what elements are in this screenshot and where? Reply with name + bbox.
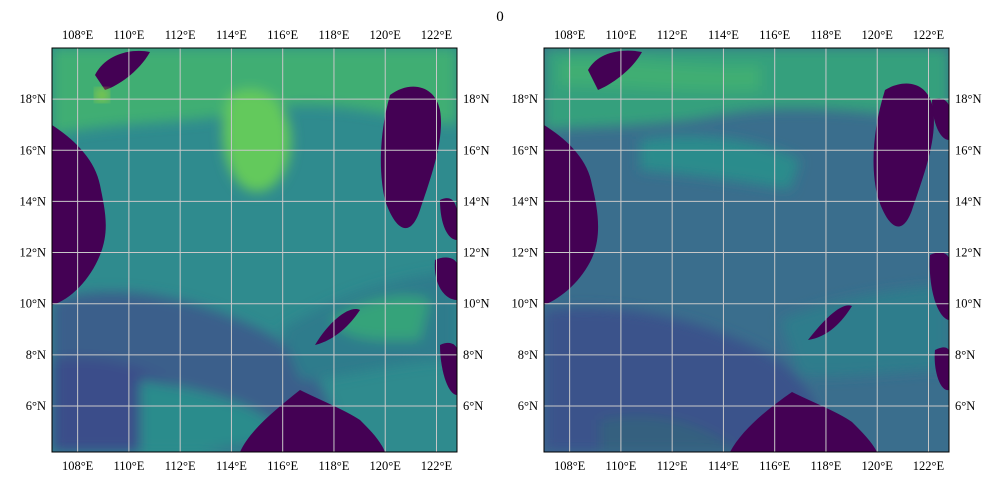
x-tick-label-bottom: 108°E [554,459,586,473]
x-tick-label-bottom: 110°E [113,459,144,473]
y-tick-label-left: 6°N [26,399,46,413]
y-tick-label-left: 18°N [511,92,538,106]
y-tick-label-left: 8°N [518,348,538,362]
tick-labels-right: 108°E 108°E 110°E 110°E 112°E 112°E 114°E 114°E… [511,28,981,473]
x-tick-label-bottom: 118°E [319,459,350,473]
x-tick-label-bottom: 114°E [216,459,247,473]
x-tick-label-bottom: 118°E [811,459,842,473]
y-tick-label-right: 8°N [955,348,975,362]
y-tick-label-right: 10°N [955,297,982,311]
y-tick-label-left: 6°N [518,399,538,413]
y-tick-label-right: 12°N [463,246,490,260]
map-field-left [52,48,457,452]
map-panel-left: 108°E 108°E 110°E 110°E 112°E 112°E 114°E 114°E… [19,28,489,473]
y-tick-label-left: 10°N [19,297,46,311]
map-frame-left [51,47,458,453]
x-tick-label-bottom: 110°E [605,459,636,473]
x-tick-label-top: 114°E [708,28,739,42]
graticule-left [52,48,457,452]
y-tick-label-right: 18°N [955,92,982,106]
y-tick-label-right: 14°N [463,194,490,208]
x-tick-label-top: 112°E [657,28,688,42]
y-tick-label-left: 8°N [26,348,46,362]
y-tick-label-left: 14°N [19,194,46,208]
y-tick-label-right: 6°N [955,399,975,413]
y-tick-label-right: 16°N [463,143,490,157]
y-tick-label-left: 16°N [19,143,46,157]
x-tick-label-bottom: 108°E [62,459,94,473]
x-tick-label-bottom: 120°E [862,459,894,473]
x-tick-label-bottom: 112°E [165,459,196,473]
x-tick-label-bottom: 116°E [267,459,298,473]
map-field-right [544,48,949,452]
land-masses [52,50,457,452]
y-tick-label-right: 16°N [955,143,982,157]
y-tick-label-right: 18°N [463,92,490,106]
y-tick-label-right: 8°N [463,348,483,362]
graticule-right [544,48,949,452]
y-tick-label-right: 6°N [463,399,483,413]
y-tick-label-left: 16°N [511,143,538,157]
field-contours [544,48,949,452]
y-tick-label-right: 14°N [955,194,982,208]
y-tick-label-left: 12°N [511,246,538,260]
y-tick-label-left: 18°N [19,92,46,106]
y-tick-label-left: 12°N [19,246,46,260]
x-tick-label-top: 116°E [759,28,790,42]
x-tick-label-bottom: 116°E [759,459,790,473]
map-frame-right [543,47,950,453]
x-tick-label-bottom: 120°E [370,459,402,473]
x-tick-label-top: 114°E [216,28,247,42]
x-tick-label-bottom: 114°E [708,459,739,473]
x-tick-label-top: 110°E [605,28,636,42]
x-tick-label-top: 110°E [113,28,144,42]
peak-spot [96,89,108,101]
x-tick-label-top: 116°E [267,28,298,42]
y-tick-label-right: 12°N [955,246,982,260]
x-tick-label-top: 112°E [165,28,196,42]
y-tick-label-right: 10°N [463,297,490,311]
x-tick-label-top: 108°E [554,28,586,42]
x-tick-label-bottom: 122°E [913,459,945,473]
x-tick-label-top: 122°E [913,28,945,42]
map-panel-right: 108°E 108°E 110°E 110°E 112°E 112°E 114°E 114°E… [511,28,981,473]
tick-labels-left: 108°E 108°E 110°E 110°E 112°E 112°E 114°E 114°E… [19,28,489,473]
x-tick-label-top: 120°E [862,28,894,42]
x-tick-label-top: 118°E [811,28,842,42]
land-masses [544,50,949,452]
x-tick-label-top: 122°E [421,28,453,42]
x-tick-label-top: 120°E [370,28,402,42]
x-tick-label-top: 118°E [319,28,350,42]
x-tick-label-top: 108°E [62,28,94,42]
x-tick-label-bottom: 122°E [421,459,453,473]
figure-title: 0 [496,9,504,25]
y-tick-label-left: 10°N [511,297,538,311]
y-tick-label-left: 14°N [511,194,538,208]
x-tick-label-bottom: 112°E [657,459,688,473]
